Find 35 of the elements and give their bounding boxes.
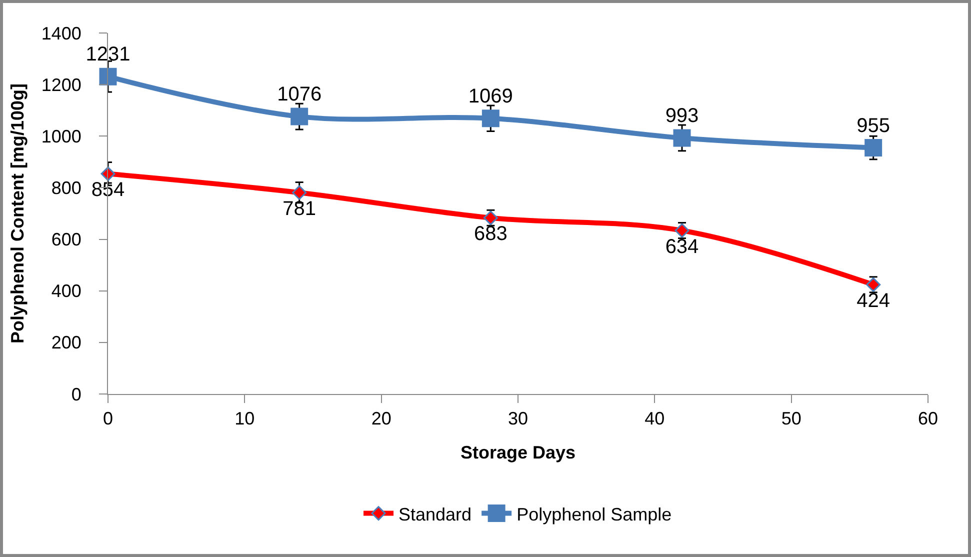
x-axis-title: Storage Days <box>460 442 576 463</box>
point <box>482 110 500 128</box>
y-tick-label: 0 <box>71 384 82 404</box>
data-label: 1231 <box>86 44 130 66</box>
legend-label: Standard <box>398 504 472 524</box>
point <box>292 185 307 200</box>
data-label: 1076 <box>277 84 322 106</box>
y-tick-label: 1000 <box>41 126 82 146</box>
x-tick-label: 50 <box>781 408 802 429</box>
point <box>290 108 308 126</box>
y-tick-label: 800 <box>51 178 82 198</box>
x-tick-label: 60 <box>918 408 938 429</box>
point <box>673 129 691 147</box>
data-label: 781 <box>282 198 316 220</box>
data-label: 955 <box>856 114 890 137</box>
y-tick-label: 1200 <box>41 74 82 95</box>
x-tick-label: 40 <box>644 408 665 429</box>
data-label: 634 <box>665 236 699 258</box>
data-label: 1069 <box>468 85 513 108</box>
legend-label: Polyphenol Sample <box>516 504 672 524</box>
point <box>483 210 498 226</box>
x-tick-label: 0 <box>102 408 114 429</box>
point <box>864 139 882 156</box>
x-tick-label: 10 <box>234 408 255 429</box>
y-axis-title: Polyphenol Content [mg/100g] <box>8 83 28 344</box>
y-tick-label: 400 <box>51 281 82 302</box>
y-tick-label: 600 <box>51 230 82 250</box>
x-tick-label: 20 <box>371 408 392 429</box>
data-label: 424 <box>856 290 890 312</box>
y-tick-label: 1400 <box>41 23 82 44</box>
y-tick-label: 200 <box>51 332 82 353</box>
data-label: 993 <box>665 104 699 127</box>
data-label: 683 <box>474 223 508 246</box>
x-tick-label: 30 <box>508 408 528 429</box>
point <box>99 68 117 86</box>
